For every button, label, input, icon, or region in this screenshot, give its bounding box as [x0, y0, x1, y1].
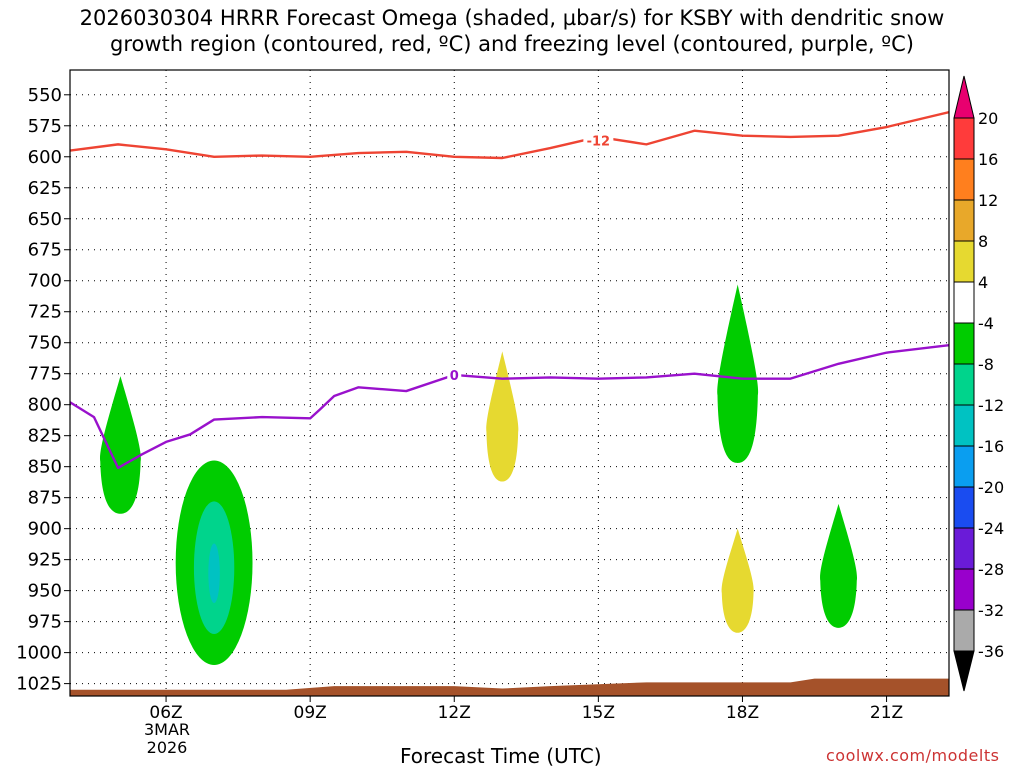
contour-label-bg [583, 132, 614, 149]
date-label-year: 2026 [146, 738, 188, 757]
freezing-level-label: 0 [450, 369, 459, 384]
y-tick-label: 875 [28, 488, 62, 509]
contour-label-bg [447, 366, 462, 383]
colorbar-label: -4 [978, 314, 994, 333]
x-tick-label: 09Z [294, 703, 327, 723]
x-tick-label: 18Z [726, 703, 759, 723]
y-tick-label: 800 [28, 395, 62, 416]
colorbar-box [953, 486, 975, 529]
y-tick-label: 550 [28, 85, 62, 106]
colorbar-box [953, 117, 975, 160]
y-tick-label: 925 [28, 550, 62, 571]
x-tick-label: 15Z [582, 703, 615, 723]
y-tick-label: 850 [28, 457, 62, 478]
x-axis-title: Forecast Time (UTC) [400, 744, 602, 768]
omega-region [486, 351, 519, 482]
y-tick-label: 1000 [16, 643, 62, 664]
plot-area: -12 0 [70, 110, 949, 696]
omega-region [717, 284, 759, 463]
colorbar-box [953, 158, 975, 201]
colorbar-box [953, 322, 975, 365]
colorbar-box [953, 445, 975, 488]
y-tick-label: 950 [28, 581, 62, 602]
y-tick-label: 600 [28, 147, 62, 168]
y-tick-label: 900 [28, 519, 62, 540]
y-tick-label: 750 [28, 333, 62, 354]
omega-region [100, 376, 141, 514]
date-label-day: 3MAR [143, 720, 191, 739]
y-tick-label: 825 [28, 426, 62, 447]
x-tick-label: 06Z [149, 703, 182, 723]
colorbar-label: -36 [978, 642, 1004, 661]
colorbar-label: 20 [978, 109, 998, 128]
omega-region [820, 503, 858, 628]
plot-frame [69, 69, 950, 697]
colorbar-box [953, 568, 975, 611]
colorbar-arrow-bottom [953, 650, 975, 692]
y-tick-label: 975 [28, 612, 62, 633]
y-tick-label: 725 [28, 302, 62, 323]
snow-growth-line [70, 110, 949, 160]
colorbar-label: -12 [978, 396, 1004, 415]
snow-growth-label: -12 [587, 135, 611, 150]
colorbar-label: -32 [978, 601, 1004, 620]
colorbar-label: -16 [978, 437, 1004, 456]
y-tick-label: 625 [28, 178, 62, 199]
omega-region [721, 528, 754, 633]
colorbar-label: -24 [978, 519, 1004, 538]
colorbar-box [953, 199, 975, 242]
colorbar-arrow-top [953, 75, 975, 119]
y-tick-label: 1025 [16, 674, 62, 695]
freezing-level-line [70, 344, 949, 470]
colorbar-label: -28 [978, 560, 1004, 579]
colorbar-label: 12 [978, 191, 998, 210]
colorbar-box [953, 527, 975, 570]
colorbar-box [953, 404, 975, 447]
y-tick-label: 675 [28, 240, 62, 261]
colorbar-label: 8 [978, 232, 988, 251]
omega-region [208, 543, 220, 604]
y-tick-label: 775 [28, 364, 62, 385]
x-tick-label: 12Z [438, 703, 471, 723]
y-tick-label: 650 [28, 209, 62, 230]
colorbar-box [953, 240, 975, 283]
chart-title-line2: growth region (contoured, red, ºC) and f… [110, 32, 914, 56]
footer-credit: coolwx.com/modelts [826, 746, 1000, 765]
y-tick-label: 700 [28, 271, 62, 292]
colorbar-box [953, 363, 975, 406]
y-tick-label: 575 [28, 116, 62, 137]
x-tick-label: 21Z [870, 703, 903, 723]
colorbar-box [953, 609, 975, 652]
colorbar-label: -8 [978, 355, 994, 374]
colorbar-label: -20 [978, 478, 1004, 497]
colorbar-label: 4 [978, 273, 988, 292]
terrain-fill [70, 678, 949, 696]
colorbar-box [953, 281, 975, 324]
chart-title-line1: 2026030304 HRRR Forecast Omega (shaded, … [79, 6, 945, 30]
colorbar-label: 16 [978, 150, 998, 169]
